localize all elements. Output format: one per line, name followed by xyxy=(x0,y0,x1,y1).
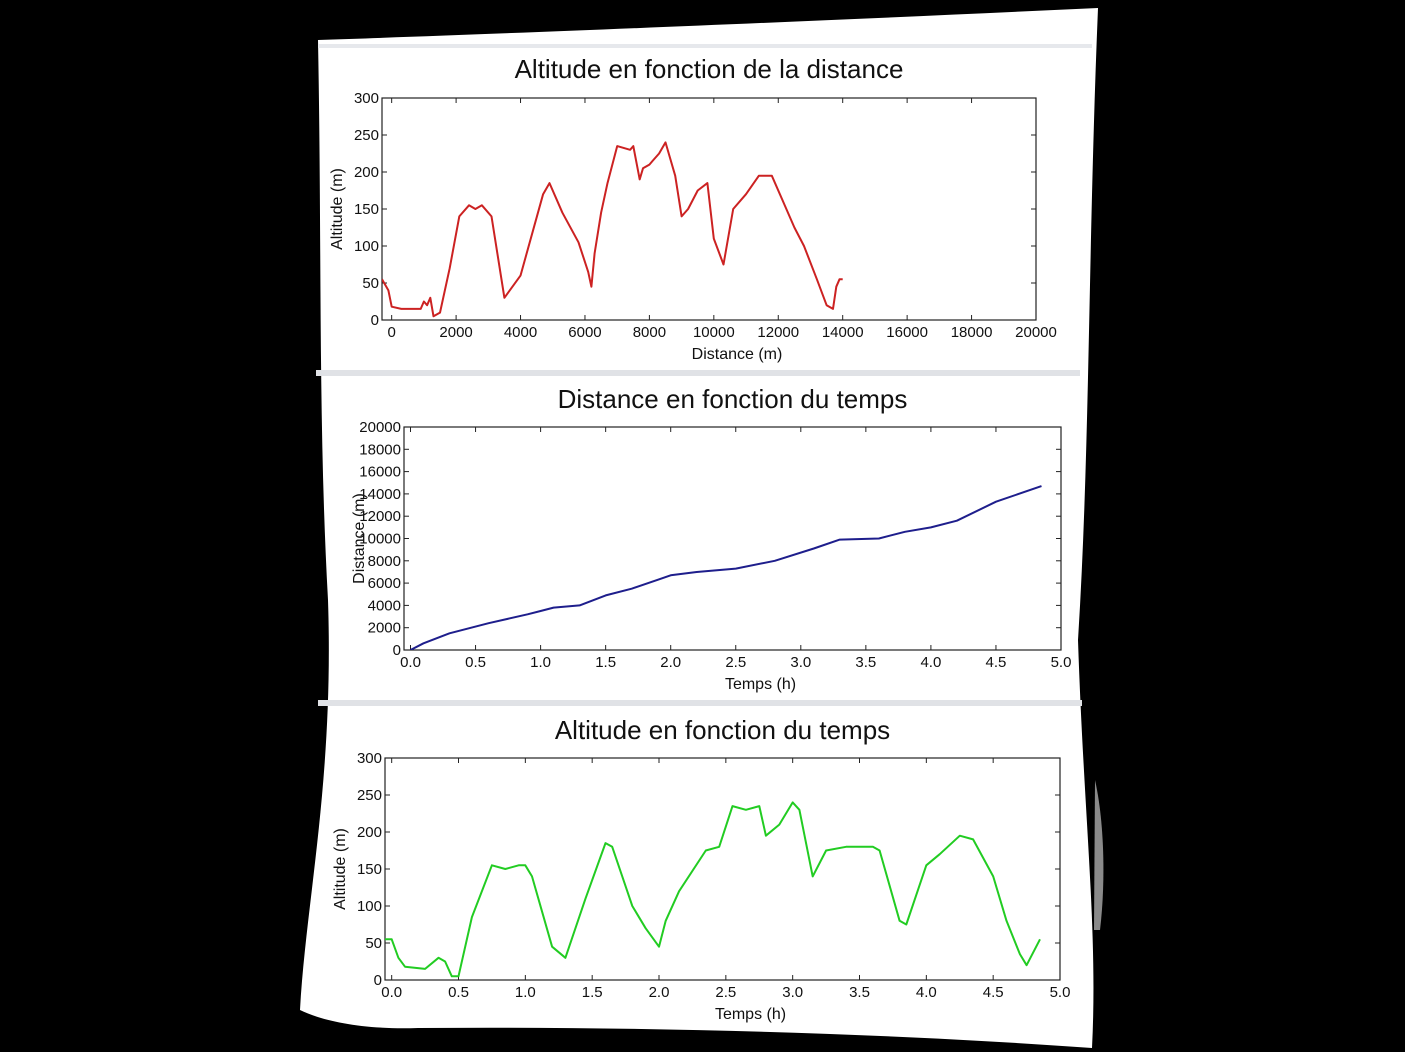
x-tick-label: 4.5 xyxy=(986,654,1007,671)
y-tick-label: 50 xyxy=(365,935,382,952)
x-tick-label: 2000 xyxy=(439,324,472,341)
series-line xyxy=(382,141,843,318)
x-tick-label: 2.5 xyxy=(715,984,736,1001)
x-tick-label: 4.0 xyxy=(916,984,937,1001)
x-tick-label: 0.0 xyxy=(400,654,421,671)
x-tick-label: 16000 xyxy=(886,324,928,341)
y-tick-label: 20000 xyxy=(359,419,401,436)
y-tick-label: 100 xyxy=(357,898,382,915)
x-tick-label: 18000 xyxy=(951,324,993,341)
x-tick-label: 2.0 xyxy=(660,654,681,671)
x-tick-label: 2.5 xyxy=(725,654,746,671)
x-tick-label: 1.0 xyxy=(530,654,551,671)
chart-altitude-time: Altitude en fonction du temps 0.0 0.5 1.0 1.… xyxy=(332,715,1070,1023)
x-tick-label: 3.0 xyxy=(790,654,811,671)
y-tick-label: 14000 xyxy=(359,486,401,503)
y-tick-label: 250 xyxy=(354,127,379,144)
x-tick-label: 4000 xyxy=(504,324,537,341)
x-tick-label: 1.0 xyxy=(515,984,536,1001)
y-axis-label: Distance (m) xyxy=(351,493,368,584)
x-tick-label: 4.0 xyxy=(920,654,941,671)
chart-distance-time: Distance en fonction du temps 0.0 0.5 1.0 1.… xyxy=(351,384,1071,693)
y-tick-label: 18000 xyxy=(359,441,401,458)
x-tick-label: 20000 xyxy=(1015,324,1057,341)
y-tick-label: 16000 xyxy=(359,464,401,481)
paper-shadow xyxy=(1094,780,1104,930)
y-tick-label: 2000 xyxy=(368,620,401,637)
y-tick-label: 0 xyxy=(374,972,382,989)
x-axis-label: Distance (m) xyxy=(692,346,783,363)
y-tick-label: 250 xyxy=(357,787,382,804)
x-tick-label: 0.5 xyxy=(448,984,469,1001)
x-tick-label: 0.0 xyxy=(381,984,402,1001)
y-tick-label: 200 xyxy=(354,164,379,181)
y-tick-label: 50 xyxy=(362,275,379,292)
x-tick-label: 3.5 xyxy=(855,654,876,671)
y-tick-label: 300 xyxy=(354,90,379,107)
x-tick-label: 10000 xyxy=(693,324,735,341)
y-tick-label: 6000 xyxy=(368,575,401,592)
x-tick-label: 12000 xyxy=(757,324,799,341)
y-axis-label: Altitude (m) xyxy=(329,168,346,250)
x-tick-label: 3.5 xyxy=(849,984,870,1001)
x-tick-label: 5.0 xyxy=(1050,984,1071,1001)
x-tick-label: 14000 xyxy=(822,324,864,341)
x-tick-label: 2.0 xyxy=(649,984,670,1001)
y-tick-label: 0 xyxy=(371,312,379,329)
x-tick-label: 3.0 xyxy=(782,984,803,1001)
y-tick-label: 0 xyxy=(393,642,401,659)
x-tick-label: 1.5 xyxy=(595,654,616,671)
x-tick-label: 0 xyxy=(387,324,395,341)
x-tick-label: 5.0 xyxy=(1051,654,1072,671)
chart-title: Distance en fonction du temps xyxy=(558,384,908,414)
x-tick-label: 0.5 xyxy=(465,654,486,671)
x-tick-label: 4.5 xyxy=(983,984,1004,1001)
y-axis-label: Altitude (m) xyxy=(332,828,349,910)
x-axis-label: Temps (h) xyxy=(725,676,796,693)
x-tick-label: 8000 xyxy=(633,324,666,341)
y-tick-label: 12000 xyxy=(359,508,401,525)
x-tick-label: 1.5 xyxy=(582,984,603,1001)
y-tick-label: 10000 xyxy=(359,531,401,548)
paper-sheet xyxy=(300,8,1098,1048)
series-line xyxy=(410,485,1042,650)
y-tick-label: 200 xyxy=(357,824,382,841)
y-tick-label: 150 xyxy=(357,861,382,878)
x-axis-label: Temps (h) xyxy=(715,1006,786,1023)
y-tick-label: 4000 xyxy=(368,597,401,614)
chart-title: Altitude en fonction de la distance xyxy=(515,54,904,84)
chart-title: Altitude en fonction du temps xyxy=(555,715,890,745)
y-tick-label: 100 xyxy=(354,238,379,255)
x-tick-label: 6000 xyxy=(568,324,601,341)
series-line xyxy=(385,801,1041,978)
y-tick-label: 8000 xyxy=(368,553,401,570)
y-tick-label: 150 xyxy=(354,201,379,218)
y-tick-label: 300 xyxy=(357,750,382,767)
